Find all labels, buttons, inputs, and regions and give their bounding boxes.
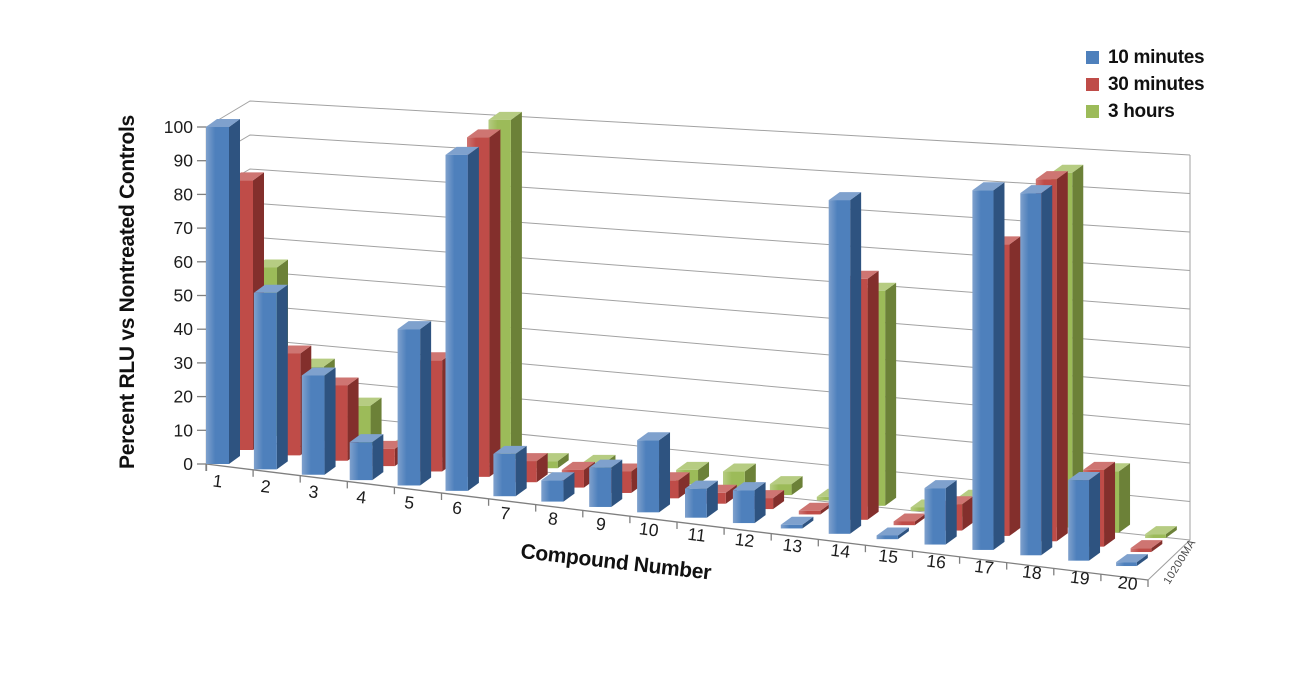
svg-text:50: 50 [174, 286, 194, 306]
svg-text:10: 10 [638, 518, 660, 540]
legend-item: 10 minutes [1086, 44, 1205, 71]
svg-text:30: 30 [174, 353, 194, 373]
svg-text:1: 1 [212, 471, 224, 492]
svg-text:20: 20 [174, 387, 194, 407]
svg-text:19: 19 [1069, 567, 1091, 589]
svg-text:3: 3 [307, 481, 319, 502]
legend-item-label: 30 minutes [1108, 73, 1205, 95]
svg-text:80: 80 [174, 184, 194, 204]
bars-series-10-minutes [206, 119, 1148, 567]
svg-text:13: 13 [782, 534, 804, 556]
svg-text:7: 7 [499, 503, 511, 524]
legend-item: 3 hours [1086, 98, 1204, 125]
svg-text:2: 2 [260, 476, 272, 497]
svg-text:90: 90 [174, 151, 194, 171]
y-axis-title: Percent RLU vs Nontreated Controls [116, 115, 139, 469]
svg-text:15: 15 [877, 545, 899, 567]
legend-item-label: 10 minutes [1108, 46, 1205, 68]
svg-text:8: 8 [547, 508, 559, 529]
y-tick-labels: 0 10 20 30 40 50 60 70 80 90 100 [164, 117, 193, 474]
legend: 10 minutes 30 minutes 3 hours [1086, 44, 1205, 125]
svg-text:40: 40 [174, 319, 194, 339]
legend-item-label: 3 hours [1108, 100, 1175, 122]
svg-text:16: 16 [925, 550, 947, 572]
svg-text:5: 5 [403, 492, 415, 513]
x-tick-labels: 1 2 3 4 5 6 7 8 9 10 11 12 13 14 15 16 17 18 19 20 [212, 471, 1139, 595]
svg-text:18: 18 [1021, 561, 1043, 583]
legend-swatch-icon [1086, 105, 1099, 118]
svg-text:20: 20 [1117, 572, 1139, 594]
svg-text:4: 4 [355, 487, 367, 508]
svg-text:14: 14 [830, 540, 852, 562]
svg-text:0: 0 [183, 454, 193, 474]
svg-text:100: 100 [164, 117, 193, 137]
svg-text:70: 70 [174, 218, 194, 238]
svg-text:17: 17 [973, 556, 995, 578]
svg-text:6: 6 [451, 497, 463, 518]
svg-text:60: 60 [174, 252, 194, 272]
svg-text:11: 11 [686, 524, 706, 546]
legend-item: 30 minutes [1086, 71, 1205, 98]
legend-swatch-icon [1086, 78, 1099, 91]
legend-swatch-icon [1086, 51, 1099, 64]
svg-text:9: 9 [595, 513, 607, 534]
svg-text:10: 10 [174, 420, 194, 440]
svg-text:12: 12 [734, 529, 756, 551]
